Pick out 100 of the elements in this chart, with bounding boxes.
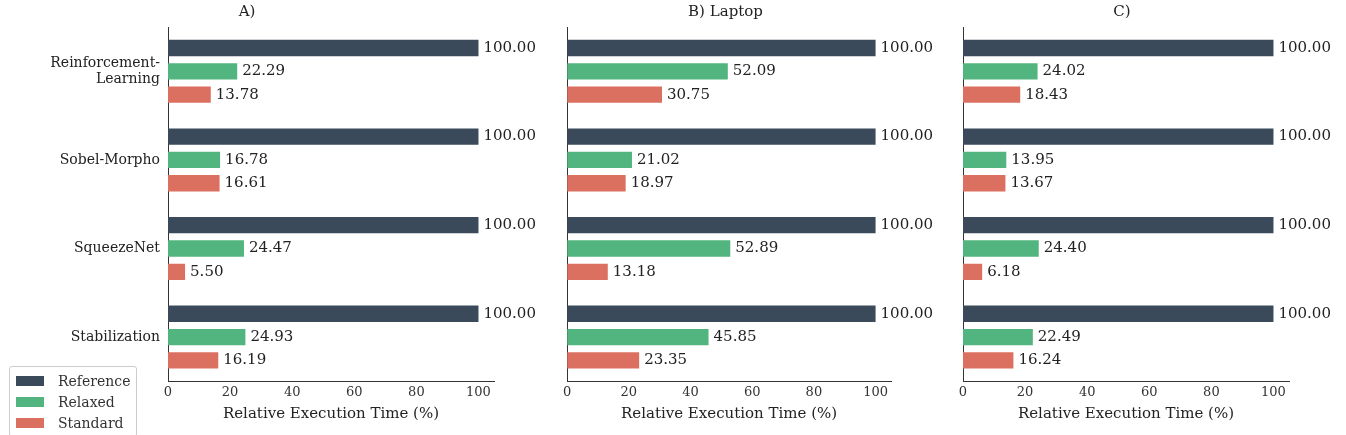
data-label: 52.09	[732, 61, 776, 80]
chart-title: B) Laptop	[688, 1, 763, 20]
bar	[963, 328, 1033, 346]
data-label: 13.67	[1010, 173, 1054, 192]
bar	[168, 305, 479, 322]
y-tick-label: Stabilization	[70, 327, 160, 344]
data-label: 22.49	[1037, 326, 1081, 345]
bar	[168, 86, 211, 103]
x-tick-label: 100	[1261, 383, 1286, 399]
data-label: 13.95	[1011, 149, 1055, 168]
data-label: 100.00	[483, 126, 536, 145]
bar	[168, 63, 238, 80]
bar	[168, 217, 479, 234]
x-tick-label: 100	[863, 383, 888, 399]
bar	[567, 63, 728, 80]
data-label: 100.00	[483, 303, 536, 322]
bar	[567, 305, 876, 322]
data-label: 18.97	[630, 173, 674, 192]
bar	[963, 352, 1014, 369]
bar	[963, 217, 1274, 234]
bar	[963, 63, 1038, 80]
bar	[567, 128, 876, 145]
data-label: 21.02	[636, 149, 680, 168]
bar	[168, 128, 479, 145]
x-tick-label: 40	[682, 383, 699, 399]
x-tick-label: 80	[1203, 383, 1220, 399]
data-label: 24.93	[250, 326, 294, 345]
data-label: 100.00	[483, 37, 536, 56]
bar	[567, 328, 709, 346]
data-label: 22.29	[242, 61, 286, 80]
data-label: 100.00	[1278, 37, 1331, 56]
data-label: 16.19	[223, 350, 267, 369]
bar	[168, 175, 220, 192]
x-tick-label: 80	[408, 383, 425, 399]
chart-title: C)	[1113, 1, 1131, 20]
data-label: 6.18	[987, 261, 1021, 280]
legend-label: Relaxed	[58, 393, 115, 410]
data-label: 13.18	[612, 261, 656, 280]
x-tick-label: 60	[346, 383, 363, 399]
bar	[963, 151, 1007, 169]
data-label: 100.00	[880, 303, 934, 322]
legend-label: Reference	[58, 372, 131, 389]
x-tick-label: 20	[221, 383, 239, 399]
bar	[567, 263, 608, 280]
x-axis-title: Relative Execution Time (%)	[621, 403, 838, 422]
legend-label: Standard	[58, 414, 124, 431]
data-label: 100.00	[1278, 126, 1331, 145]
bar	[567, 217, 876, 234]
data-label: 100.00	[1278, 215, 1331, 234]
data-label: 100.00	[880, 126, 934, 145]
data-label: 23.35	[644, 350, 688, 369]
x-axis-title: Relative Execution Time (%)	[1017, 403, 1235, 422]
bar	[168, 328, 246, 346]
bar	[567, 151, 632, 169]
data-label: 30.75	[666, 84, 710, 103]
data-label: 18.43	[1025, 84, 1069, 103]
bar	[963, 263, 983, 280]
bar	[168, 39, 479, 57]
bar	[963, 175, 1006, 192]
x-tick-label: 40	[1078, 383, 1096, 399]
x-tick-label: 0	[562, 383, 572, 399]
data-label: 100.00	[1278, 303, 1331, 322]
x-tick-label: 20	[1016, 383, 1034, 399]
bar	[168, 151, 221, 169]
data-label: 24.40	[1043, 238, 1087, 257]
x-axis-title: Relative Execution Time (%)	[222, 403, 440, 422]
x-tick-label: 0	[958, 383, 968, 399]
bar	[963, 86, 1021, 103]
data-label: 16.24	[1018, 350, 1062, 369]
x-tick-label: 20	[620, 383, 638, 399]
bar	[567, 352, 640, 369]
bar	[168, 263, 186, 280]
y-tick-label: SqueezeNet	[74, 239, 161, 256]
bar	[168, 352, 219, 369]
data-label: 24.02	[1042, 61, 1086, 80]
data-label: 100.00	[483, 215, 536, 234]
data-label: 13.78	[215, 84, 259, 103]
bar	[963, 305, 1274, 322]
x-tick-label: 60	[743, 383, 761, 399]
bar	[963, 39, 1274, 57]
data-label: 100.00	[880, 37, 934, 56]
data-label: 52.89	[735, 238, 779, 257]
data-label: 100.00	[880, 215, 934, 234]
x-tick-label: 60	[1141, 383, 1158, 399]
bar	[567, 39, 876, 57]
bar	[963, 240, 1039, 257]
y-tick-label: Reinforcement-Learning	[50, 53, 161, 87]
data-label: 16.78	[225, 149, 269, 168]
data-label: 24.47	[248, 238, 292, 257]
bar	[567, 240, 731, 257]
y-tick-label: Sobel-Morpho	[59, 150, 160, 167]
x-tick-label: 40	[283, 383, 301, 399]
bar	[567, 175, 626, 192]
x-tick-label: 0	[163, 383, 173, 399]
data-label: 5.50	[190, 261, 224, 280]
x-tick-label: 100	[466, 383, 491, 399]
x-tick-label: 80	[805, 383, 823, 399]
bar	[168, 240, 244, 257]
data-label: 16.61	[224, 173, 268, 192]
bar	[567, 86, 662, 103]
